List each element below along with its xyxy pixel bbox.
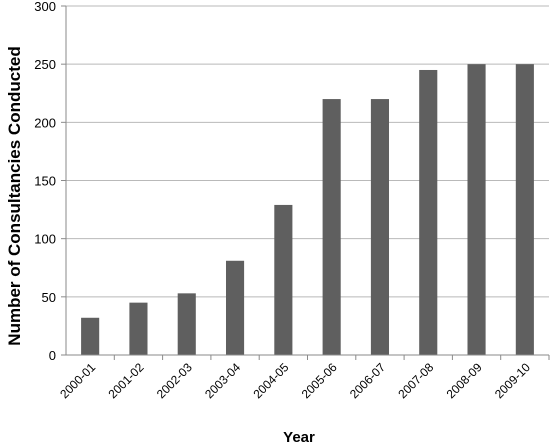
x-tick-label: 2004-05 — [250, 360, 291, 401]
x-axis-title: Year — [283, 429, 315, 443]
y-tick-label: 150 — [34, 174, 56, 189]
bar-2004-05 — [274, 204, 293, 355]
bar-2005-06 — [322, 99, 341, 355]
bar-2006-07 — [370, 99, 390, 355]
x-tick-label: 2005-06 — [299, 360, 340, 401]
x-tick-label: 2008-09 — [444, 360, 485, 401]
x-tick-label: 2009-10 — [492, 360, 533, 401]
bar-2001-02 — [129, 302, 148, 355]
bar-2009-10 — [515, 64, 534, 356]
x-tick-label: 2002-03 — [154, 360, 195, 401]
y-tick-label: 0 — [49, 348, 56, 363]
bar-2008-09 — [467, 64, 486, 356]
x-tick-label: 2007-08 — [395, 360, 436, 401]
bar-2000-01 — [81, 317, 100, 355]
bar-layer — [81, 64, 534, 356]
y-tick-label: 300 — [34, 0, 56, 14]
bar-2003-04 — [225, 260, 245, 355]
bar-2002-03 — [177, 293, 196, 355]
y-axis-title: Number of Consultancies Conducted — [5, 46, 24, 345]
y-tick-label: 250 — [34, 57, 56, 72]
y-tick-label: 50 — [42, 290, 56, 305]
x-tick-label: 2001-02 — [106, 360, 147, 401]
axis-layer — [61, 5, 550, 360]
y-tick-label: 200 — [34, 115, 56, 130]
x-tick-label: 2003-04 — [202, 360, 243, 401]
x-tick-label: 2000-01 — [57, 360, 98, 401]
x-tick-label: 2006-07 — [347, 360, 388, 401]
bar-2007-08 — [419, 69, 438, 355]
y-tick-label: 100 — [34, 232, 56, 247]
